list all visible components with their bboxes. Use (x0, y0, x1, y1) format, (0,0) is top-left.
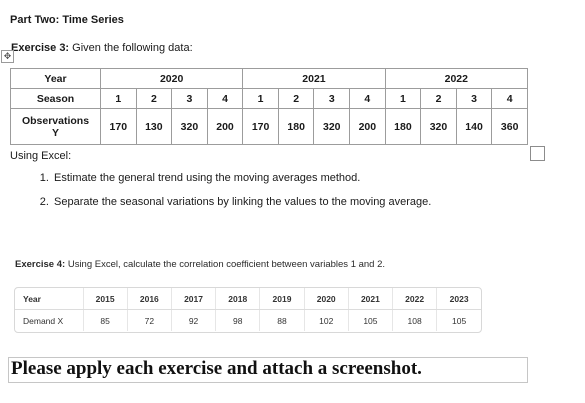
year-cell: 2022 (384, 68, 529, 89)
observations-header: Observations Y (10, 108, 101, 145)
demand-cell: 85 (82, 309, 128, 331)
observation-cell: 180 (277, 108, 315, 145)
using-excel-text: Using Excel: (10, 150, 72, 162)
exercise4-table: Year 2015 2016 2017 2018 2019 2020 2021 … (15, 288, 481, 331)
exercise3-text: Given the following data: (69, 42, 193, 54)
observation-cell: 170 (242, 108, 279, 145)
closing-note: Please apply each exercise and attach a … (11, 358, 422, 379)
year-cell: 2021 (242, 68, 386, 89)
demand-cell: 105 (347, 309, 393, 331)
season-row: Season 1 2 3 4 1 2 3 4 1 2 3 4 (10, 88, 528, 109)
demand-cell: 72 (126, 309, 172, 331)
year-cell: 2016 (126, 288, 172, 310)
year-cell: 2022 (392, 288, 437, 310)
year-cell: 2021 (347, 288, 393, 310)
year-cell: 2020 (99, 68, 244, 89)
season-cell: 3 (171, 88, 208, 109)
season-cell: 2 (277, 88, 315, 109)
season-cell: 4 (206, 88, 244, 109)
demand-row: Demand X 85 72 92 98 88 102 105 108 105 (15, 309, 481, 331)
season-cell: 3 (313, 88, 351, 109)
year-row: Year 2015 2016 2017 2018 2019 2020 2021 … (15, 288, 481, 310)
year-cell: 2020 (303, 288, 349, 310)
exercise3-table: Year 2020 2021 2022 Season 1 2 3 4 1 2 3… (10, 68, 529, 145)
season-cell: 4 (349, 88, 386, 109)
demand-cell: 102 (303, 309, 349, 331)
season-cell: 1 (242, 88, 279, 109)
observation-cell: 170 (100, 108, 137, 145)
season-cell: 1 (384, 88, 422, 109)
demand-cell: 105 (436, 309, 481, 331)
observation-cell: 360 (491, 108, 528, 145)
season-cell: 3 (455, 88, 493, 109)
demand-cell: 108 (392, 309, 437, 331)
checkbox[interactable] (530, 146, 545, 161)
year-header: Year (15, 288, 83, 310)
year-cell: 2019 (259, 288, 305, 310)
exercise3-label: Exercise 3: (11, 42, 70, 54)
year-cell: 2015 (82, 288, 128, 310)
observation-cell: 320 (313, 108, 351, 145)
year-cell: 2023 (436, 288, 481, 310)
observation-cell: 320 (171, 108, 208, 145)
observations-label: Observations (21, 114, 90, 127)
season-header: Season (10, 88, 101, 109)
table-move-handle-icon[interactable]: ✥ (1, 50, 14, 63)
observation-cell: 180 (384, 108, 422, 145)
exercise4-text: Using Excel, calculate the correlation c… (65, 259, 386, 270)
observations-row: Observations Y 170 130 320 200 170 180 32… (10, 108, 528, 145)
exercise3-heading: Exercise 3: Given the following data: (11, 42, 193, 54)
season-cell: 1 (100, 88, 137, 109)
observation-cell: 200 (349, 108, 386, 145)
season-cell: 2 (420, 88, 457, 109)
step-item: Estimate the general trend using the mov… (52, 172, 552, 184)
demand-cell: 98 (215, 309, 260, 331)
demand-header: Demand X (23, 315, 64, 326)
year-cell: 2017 (170, 288, 216, 310)
exercise4-label: Exercise 4: (15, 259, 66, 270)
observation-cell: 200 (206, 108, 244, 145)
year-cell: 2018 (215, 288, 260, 310)
step-item: Separate the seasonal variations by link… (52, 196, 552, 208)
observation-cell: 130 (135, 108, 173, 145)
year-header: Year (10, 68, 101, 89)
season-cell: 4 (491, 88, 528, 109)
closing-note-box: Please apply each exercise and attach a … (8, 357, 528, 383)
demand-cell: 88 (259, 309, 305, 331)
demand-cell: 92 (170, 309, 216, 331)
season-cell: 2 (135, 88, 173, 109)
exercise3-steps: Estimate the general trend using the mov… (30, 172, 552, 220)
observations-symbol: Y (51, 126, 59, 139)
exercise4-table-container: Year 2015 2016 2017 2018 2019 2020 2021 … (14, 287, 482, 333)
year-row: Year 2020 2021 2022 (10, 68, 529, 89)
observation-cell: 140 (455, 108, 493, 145)
observation-cell: 320 (420, 108, 457, 145)
exercise4-heading: Exercise 4: Using Excel, calculate the c… (15, 259, 385, 270)
part-title: Part Two: Time Series (10, 14, 124, 26)
